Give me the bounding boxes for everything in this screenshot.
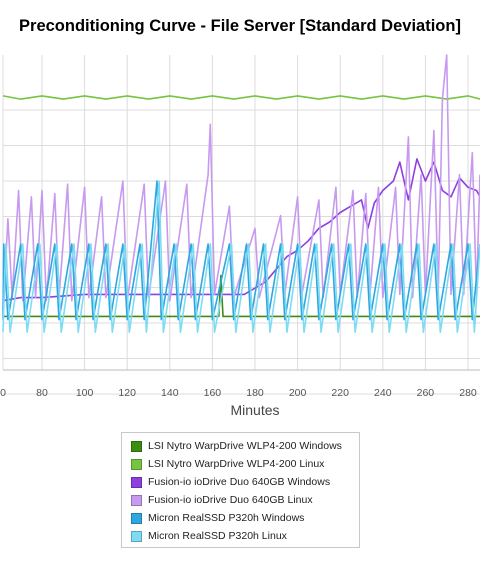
x-axis-label: Minutes — [230, 402, 280, 418]
x-tick-label: 120 — [118, 387, 136, 399]
x-tick-label: 140 — [161, 387, 179, 399]
legend-swatch — [131, 512, 142, 524]
legend-item: Micron RealSSD P320h Windows — [131, 509, 359, 527]
series-line-6 — [2, 180, 480, 334]
legend-item: Fusion-io ioDrive Duo 640GB Linux — [131, 491, 359, 509]
legend-swatch — [131, 440, 142, 452]
legend-swatch — [131, 530, 142, 542]
legend-label: LSI Nytro WarpDrive WLP4-200 Linux — [148, 458, 325, 470]
legend-label: Micron RealSSD P320h Windows — [148, 512, 305, 524]
x-tick-label: 0 — [0, 387, 6, 399]
chart-plot: 0 80 100 120 140 160 180 200 220 240 260 280 — [0, 54, 480, 399]
x-tick-label: 180 — [246, 387, 264, 399]
chart-title: Preconditioning Curve - File Server [Sta… — [19, 17, 461, 35]
x-tick-label: 240 — [374, 387, 392, 399]
legend: LSI Nytro WarpDrive WLP4-200 Windows LSI … — [121, 432, 360, 548]
legend-item: LSI Nytro WarpDrive WLP4-200 Windows — [131, 437, 359, 455]
x-tick-label: 280 — [459, 387, 477, 399]
x-tick-label: 100 — [76, 387, 94, 399]
legend-item: LSI Nytro WarpDrive WLP4-200 Linux — [131, 455, 359, 473]
legend-swatch — [131, 476, 142, 488]
legend-item: Micron RealSSD P320h Linux — [131, 527, 359, 545]
series-lines — [2, 54, 480, 334]
x-tick-label: 200 — [289, 387, 307, 399]
x-tick-label: 80 — [36, 387, 48, 399]
series-line-5 — [2, 180, 480, 321]
grid — [2, 55, 480, 395]
legend-swatch — [131, 458, 142, 470]
x-tick-label: 260 — [417, 387, 435, 399]
legend-label: Fusion-io ioDrive Duo 640GB Windows — [148, 476, 331, 488]
x-ticks: 0 80 100 120 140 160 180 200 220 240 260 280 — [0, 387, 477, 399]
legend-label: LSI Nytro WarpDrive WLP4-200 Windows — [148, 440, 342, 452]
x-tick-label: 220 — [331, 387, 349, 399]
legend-item: Fusion-io ioDrive Duo 640GB Windows — [131, 473, 359, 491]
legend-label: Fusion-io ioDrive Duo 640GB Linux — [148, 494, 313, 506]
x-tick-label: 160 — [204, 387, 222, 399]
legend-swatch — [131, 494, 142, 506]
series-line-2 — [2, 95, 480, 100]
series-line-4 — [2, 54, 480, 311]
legend-label: Micron RealSSD P320h Linux — [148, 530, 287, 542]
